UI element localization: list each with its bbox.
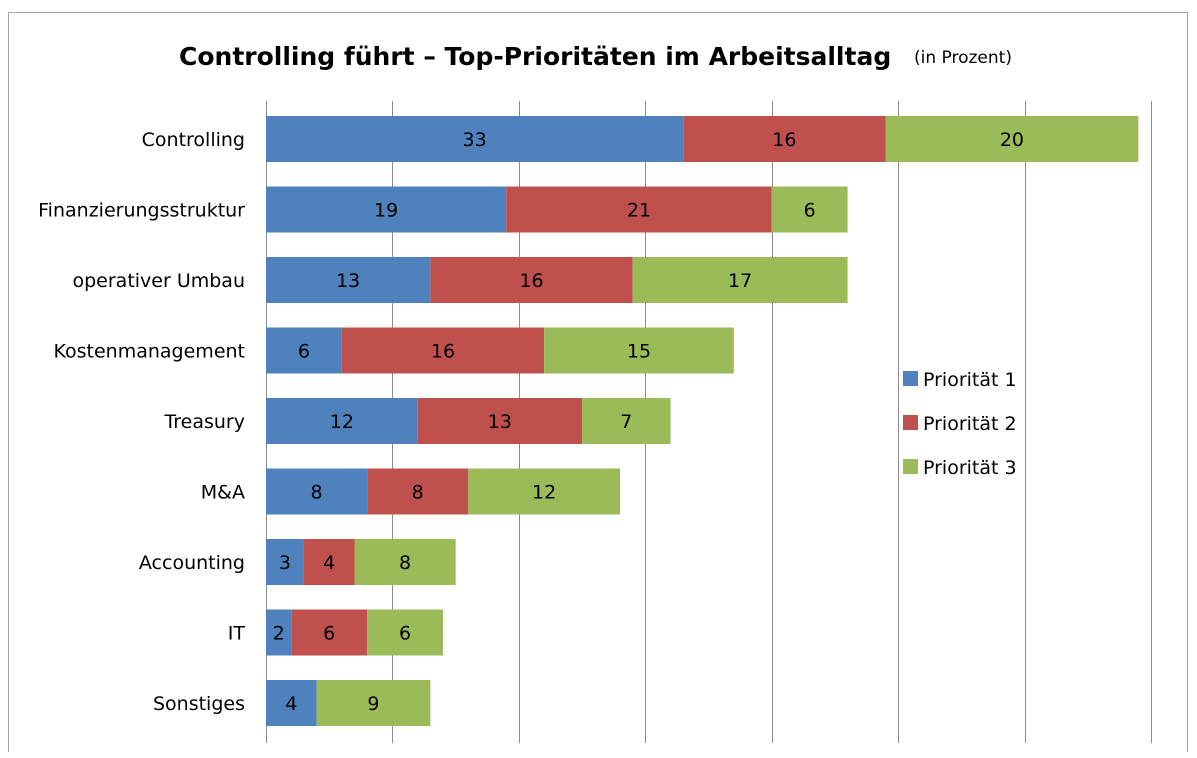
bar-finanzierungsstruktur-p1 <box>266 186 507 233</box>
data-label: 19 <box>374 200 398 222</box>
data-label: 8 <box>399 552 411 574</box>
data-label: 12 <box>532 482 556 504</box>
chart-frame: Controlling führt – Top-Prioritäten im A… <box>8 12 1188 752</box>
bar-m-a-p3 <box>468 468 620 515</box>
data-label: 2 <box>273 623 285 645</box>
data-label: 8 <box>311 482 323 504</box>
data-label: 6 <box>298 341 310 363</box>
bar-accounting-p3 <box>354 539 456 585</box>
data-label: 13 <box>488 411 512 433</box>
chart-title: Controlling führt – Top-Prioritäten im A… <box>179 42 891 71</box>
bar-operativer-umbau-p1 <box>266 257 431 303</box>
chart-subtitle: (in Prozent) <box>914 48 1012 68</box>
data-label: 4 <box>323 552 335 574</box>
bar-controlling-p1 <box>266 116 684 162</box>
data-label: 8 <box>412 482 424 504</box>
bar-m-a-p2 <box>367 468 469 515</box>
bar-it-p2 <box>291 609 368 656</box>
data-label: 17 <box>728 270 752 292</box>
data-label: 9 <box>367 693 379 715</box>
category-label: Treasury <box>163 411 245 433</box>
legend: Priorität 1 Priorität 2 Priorität 3 <box>903 369 1017 479</box>
data-label: 16 <box>772 129 796 151</box>
bar-kostenmanagement-p3 <box>544 327 734 374</box>
legend-swatch-p1 <box>903 371 918 386</box>
data-label: 33 <box>463 129 487 151</box>
bar-accounting-p2 <box>303 539 355 585</box>
category-label: Finanzierungsstruktur <box>38 200 245 222</box>
bar-kostenmanagement-p1 <box>266 327 342 374</box>
bar-accounting-p1 <box>266 539 304 585</box>
data-label: 6 <box>399 623 411 645</box>
data-label: 15 <box>627 341 651 363</box>
data-label: 4 <box>285 693 297 715</box>
bar-controlling-p3 <box>885 116 1139 162</box>
bar-operativer-umbau-p3 <box>632 257 848 303</box>
stacked-bar-chart: Controlling führt – Top-Prioritäten im A… <box>38 42 1152 743</box>
bar-m-a-p1 <box>266 468 368 515</box>
legend-label-p3: Priorität 3 <box>923 457 1017 479</box>
category-label: M&A <box>201 482 245 504</box>
bar-sonstiges-p3 <box>316 680 431 726</box>
bar-kostenmanagement-p2 <box>341 327 545 374</box>
category-label: Controlling <box>142 129 245 151</box>
category-label: IT <box>228 623 246 645</box>
legend-swatch-p3 <box>903 459 918 474</box>
category-label: operativer Umbau <box>72 270 245 292</box>
bar-operativer-umbau-p2 <box>430 257 633 303</box>
data-label: 16 <box>431 341 455 363</box>
bar-it-p3 <box>367 609 443 656</box>
data-label: 7 <box>620 411 632 433</box>
data-label: 13 <box>336 270 360 292</box>
category-label: Kostenmanagement <box>54 341 246 363</box>
bar-finanzierungsstruktur-p2 <box>506 186 772 233</box>
data-label: 21 <box>627 200 651 222</box>
category-label: Sonstiges <box>153 693 245 715</box>
category-label: Accounting <box>139 552 245 574</box>
legend-swatch-p2 <box>903 415 918 430</box>
data-label: 6 <box>323 623 335 645</box>
bar-treasury-p1 <box>266 398 418 444</box>
bar-finanzierungsstruktur-p3 <box>771 186 848 233</box>
legend-label-p2: Priorität 2 <box>923 413 1017 435</box>
data-label: 16 <box>519 270 543 292</box>
bar-sonstiges-p1 <box>266 680 317 726</box>
bar-it-p1 <box>266 609 292 656</box>
bar-treasury-p2 <box>417 398 583 444</box>
data-label: 12 <box>330 411 354 433</box>
data-label: 20 <box>1000 129 1024 151</box>
category-labels: Controlling Finanzierungsstruktur operativ… <box>38 129 245 715</box>
data-label: 6 <box>804 200 816 222</box>
bars: 33 16 20 19 21 6 13 16 17 6 16 15 12 13 7 8 8 12 3 4 8 2 6 6 4 9 <box>266 116 1139 726</box>
legend-label-p1: Priorität 1 <box>923 369 1017 391</box>
bar-controlling-p2 <box>683 116 886 162</box>
bar-treasury-p3 <box>582 398 671 444</box>
data-label: 3 <box>279 552 291 574</box>
